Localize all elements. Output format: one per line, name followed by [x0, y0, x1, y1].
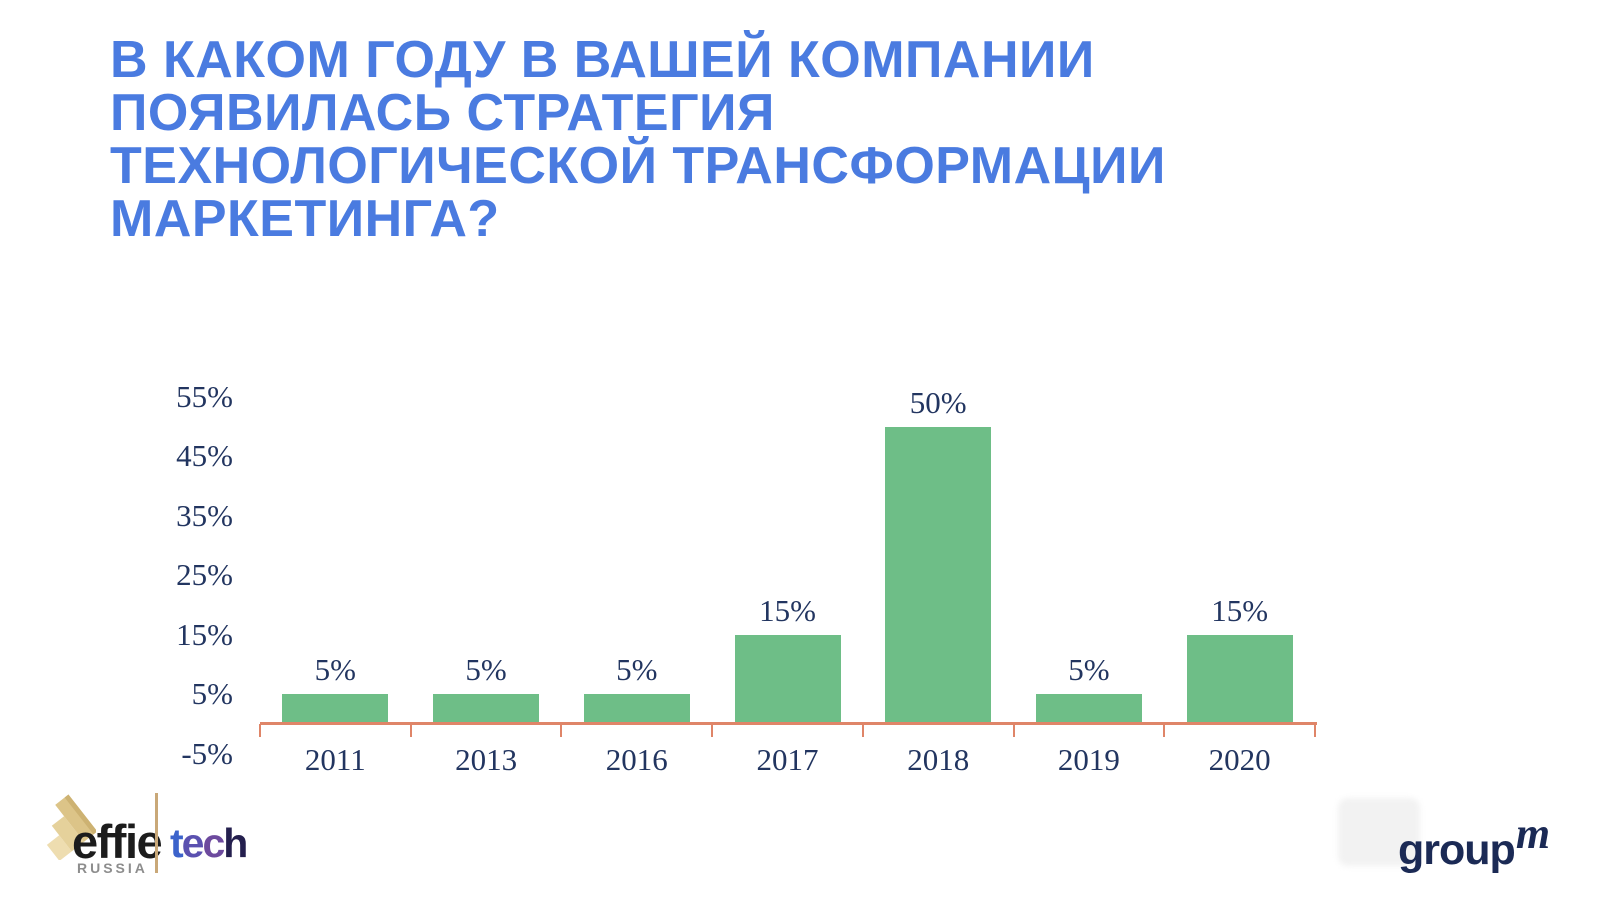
- bar-value-label: 50%: [909, 384, 967, 420]
- groupm-group-text: group: [1398, 826, 1516, 874]
- bar-value-label: 5%: [314, 652, 356, 688]
- x-axis-tick: [711, 724, 714, 737]
- x-axis-tick: [409, 724, 412, 737]
- bar-2017: [734, 634, 841, 722]
- x-axis-category-label: 2011: [304, 742, 366, 777]
- tech-letter: h: [223, 820, 248, 866]
- groupm-m-text: m: [1515, 809, 1551, 858]
- bar-2016: [583, 694, 690, 722]
- watermark-artifact: [1338, 798, 1420, 866]
- bar-2011: [282, 694, 389, 722]
- y-axis-tick-label: 35%: [176, 497, 233, 533]
- x-axis-category-label: 2017: [756, 742, 819, 777]
- x-axis-line: [260, 722, 1317, 725]
- title-line-1: В КАКОМ ГОДУ В ВАШЕЙ КОМПАНИИ: [110, 31, 1095, 89]
- effie-logo-icon: [46, 794, 96, 860]
- groupm-logo: groupm: [1398, 809, 1550, 875]
- y-axis-tick-label: 55%: [176, 378, 233, 414]
- title-line-4: МАРКЕТИНГА?: [110, 190, 500, 248]
- x-axis-tick: [861, 724, 864, 737]
- y-axis-tick-label: 25%: [176, 557, 233, 593]
- y-axis-tick-label: 15%: [176, 616, 233, 652]
- footer-divider: [155, 793, 158, 873]
- x-axis-tick: [560, 724, 563, 737]
- bar-value-label: 5%: [465, 652, 507, 688]
- tech-letter: c: [202, 820, 225, 866]
- x-axis-tick: [259, 724, 261, 737]
- bar-2020: [1186, 634, 1293, 722]
- bar-2019: [1035, 694, 1142, 722]
- effie-russia-label: RUSSIA: [77, 860, 148, 876]
- bar-value-label: 5%: [616, 652, 658, 688]
- title-line-2: ПОЯВИЛАСЬ СТРАТЕГИЯ: [110, 84, 775, 142]
- x-axis-category-label: 2018: [907, 742, 970, 777]
- x-axis-category-label: 2013: [455, 742, 518, 777]
- tech-wordmark: tech: [170, 820, 248, 867]
- y-axis-tick-label: 45%: [176, 438, 233, 474]
- x-axis-category-label: 2019: [1057, 742, 1120, 777]
- slide-title: В КАКОМ ГОДУ В ВАШЕЙ КОМПАНИИ ПОЯВИЛАСЬ …: [110, 34, 1166, 246]
- tech-letter: t: [170, 820, 184, 866]
- x-axis-category-label: 2016: [605, 742, 668, 777]
- tech-letter: e: [181, 820, 205, 866]
- bar-value-label: 15%: [1211, 592, 1269, 628]
- y-axis-tick-label: 5%: [191, 676, 233, 712]
- x-axis-tick: [1163, 724, 1166, 737]
- bar-2018: [885, 426, 992, 722]
- effie-wordmark: effie: [72, 815, 163, 868]
- bar-value-label: 5%: [1068, 652, 1110, 688]
- bar-value-label: 15%: [759, 592, 816, 628]
- x-axis-tick: [1012, 724, 1015, 737]
- title-line-3: ТЕХНОЛОГИЧЕСКОЙ ТРАНСФОРМАЦИИ: [110, 137, 1166, 195]
- x-axis-category-label: 2020: [1208, 742, 1271, 777]
- x-axis-tick: [1314, 724, 1316, 737]
- bar-2013: [433, 694, 540, 722]
- y-axis-tick-label: -5%: [181, 735, 233, 771]
